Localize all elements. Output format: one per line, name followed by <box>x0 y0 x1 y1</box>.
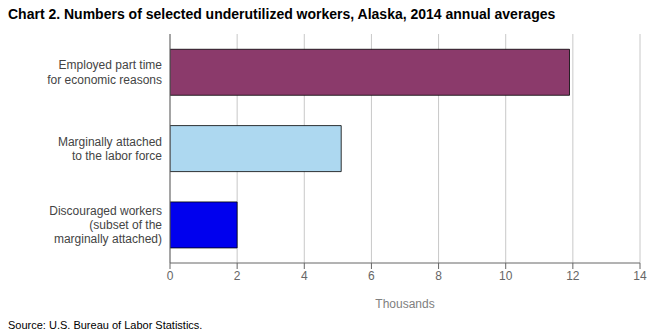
html-text:Source: U.S. Bureau of Labor S: Source: U.S. Bureau of Labor Statistics. <box>8 319 203 331</box>
svg-text:Marginally attachedto the labo: Marginally attachedto the labor force <box>58 135 162 163</box>
svg-text:12: 12 <box>566 269 580 283</box>
svg-text:10: 10 <box>499 269 513 283</box>
svg-text:4: 4 <box>301 269 308 283</box>
svg-text:0: 0 <box>167 269 174 283</box>
html-text:Chart 2. Numbers of selected u: Chart 2. Numbers of selected underutiliz… <box>8 6 556 22</box>
svg-text:2: 2 <box>234 269 241 283</box>
svg-text:6: 6 <box>368 269 375 283</box>
svg-text:Thousands: Thousands <box>375 297 434 311</box>
svg-text:Employed part timefor economic: Employed part timefor economic reasons <box>47 58 162 86</box>
svg-text:Discouraged workers(subset of: Discouraged workers(subset of themargina… <box>49 204 162 247</box>
svg-text:8: 8 <box>435 269 442 283</box>
svg-text:14: 14 <box>633 269 647 283</box>
